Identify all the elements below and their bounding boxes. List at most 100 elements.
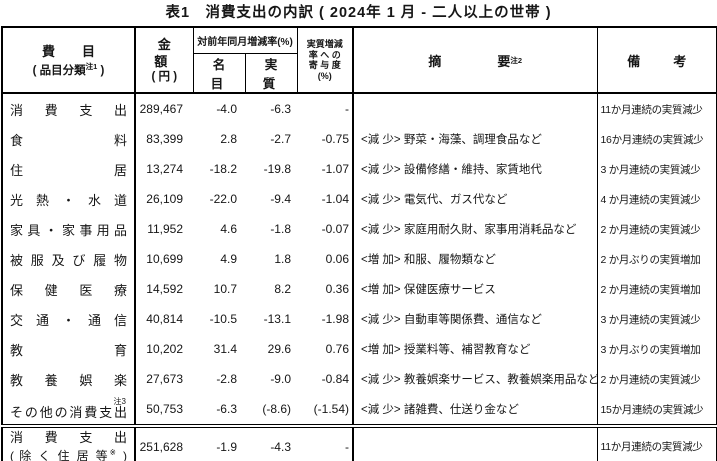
note-cell: 3 か月ぶりの実質増加	[600, 343, 701, 356]
item-name-cell: 消 費 支 出	[2, 92, 136, 124]
real-cell: (-8.6)	[262, 402, 291, 416]
amount-header-line1: 金 額	[154, 37, 198, 69]
remark-cell: <増 加> 授業料等、補習教育など	[353, 334, 598, 364]
row-culture: 教 養 娯 楽 27,673 -2.8 -9.0 -0.84 <減 少> 教養娯…	[2, 364, 717, 394]
real-cell: -13.1	[263, 312, 291, 326]
note2-superscript: 注2	[510, 55, 523, 65]
contribution-cell: -0.75	[297, 124, 354, 154]
note-cell: 16か月連続の実質減少	[600, 133, 704, 146]
real-cell: -1.8	[270, 222, 291, 236]
row-consumption: 消 費 支 出 289,467 -4.0 -6.3 - 11か月連続の実質減少	[2, 92, 717, 124]
nominal-cell: -6.3	[216, 402, 237, 416]
contribution-cell: -0.84	[297, 364, 354, 394]
kome-superscript: ※	[109, 447, 118, 457]
item-header-line2: ( 品目分類注1 )	[32, 61, 105, 77]
nominal-cell: 2.8	[220, 132, 237, 146]
real-cell: 1.8	[274, 252, 291, 266]
amount-cell: 11,952	[147, 222, 183, 236]
row-transport: 交 通 ・ 通 信 40,814 -10.5 -13.1 -1.98 <減 少>…	[2, 304, 717, 334]
remark-cell: <増 加> 保健医療サービス	[353, 274, 598, 304]
amount-cell: 27,673	[146, 372, 183, 386]
column-header-amount: 金 額 ( 円 )	[134, 26, 198, 94]
contribution-cell: (-1.54)	[297, 394, 354, 426]
nominal-cell: -10.5	[209, 312, 237, 326]
note-cell: 2 か月連続の実質増加	[600, 283, 701, 296]
note-cell: 2 か月連続の実質減少	[600, 373, 701, 386]
real-cell: 29.6	[267, 342, 291, 356]
contribution-cell: -1.98	[297, 304, 354, 334]
remark-cell: <減 少> 自動車等関係費、通信など	[353, 304, 598, 334]
nominal-cell: -22.0	[209, 192, 237, 206]
row-education: 教 育 10,202 31.4 29.6 0.76 <増 加> 授業料等、補習教…	[2, 334, 717, 364]
amount-header-line2: ( 円 )	[151, 71, 178, 83]
nominal-cell: -2.8	[216, 372, 237, 386]
item-name-cell: 被 服 及 び 履 物	[2, 244, 136, 274]
remark-cell: <減 少> 野菜・海藻、調理食品など	[353, 124, 598, 154]
item-name-cell: 消 費 支 出 ( 除 く 住 居 等※ )	[2, 424, 136, 461]
row-total-excl-housing: 消 費 支 出 ( 除 く 住 居 等※ ) 251,628 -1.9 -4.3…	[2, 424, 717, 461]
contribution-cell: -	[297, 424, 354, 461]
real-cell: -2.7	[270, 132, 291, 146]
row-furniture: 家 具 ・ 家 事 用 品 11,952 4.6 -1.8 -0.07 <減 少…	[2, 214, 717, 244]
item-name-cell: 注3 その他の消費支出	[2, 394, 136, 426]
note-cell: 3 か月連続の実質減少	[600, 163, 701, 176]
real-cell: -9.0	[270, 372, 291, 386]
contribution-cell: 0.36	[297, 274, 354, 304]
row-food: 食 料 83,399 2.8 -2.7 -0.75 <減 少> 野菜・海藻、調理…	[2, 124, 717, 154]
amount-cell: 50,753	[146, 402, 183, 416]
note1-superscript: 注1	[85, 61, 98, 71]
item-name-cell: 教 養 娯 楽	[2, 364, 136, 394]
column-header-item: 費 目 ( 品目分類注1 )	[1, 26, 136, 94]
amount-cell: 13,274	[146, 162, 183, 176]
real-cell: -6.3	[245, 92, 297, 124]
row-utilities: 光 熱 ・ 水 道 26,109 -22.0 -9.4 -1.04 <減 少> …	[2, 184, 717, 214]
nominal-cell: -1.9	[193, 424, 245, 461]
amount-cell: 83,399	[146, 132, 183, 146]
amount-cell: 251,628	[135, 424, 193, 461]
note-cell: 2 か月ぶりの実質増加	[600, 253, 701, 266]
note-cell: 15か月連続の実質減少	[600, 403, 704, 416]
nominal-cell: 4.9	[220, 252, 237, 266]
nominal-cell: 4.6	[220, 222, 237, 236]
amount-cell: 14,592	[146, 282, 183, 296]
note-cell: 2 か月連続の実質減少	[600, 223, 701, 236]
item-name-cell: 住 居	[2, 154, 136, 184]
amount-cell: 289,467	[135, 92, 193, 124]
nominal-cell: 10.7	[213, 282, 237, 296]
column-header-contribution: 実質増減 率 へ の 寄 与 度 (%)	[296, 26, 354, 94]
amount-cell: 10,699	[146, 252, 183, 266]
item-name-cell: 光 熱 ・ 水 道	[2, 184, 136, 214]
real-cell: -19.8	[263, 162, 291, 176]
note-cell: 4 か月連続の実質減少	[600, 193, 701, 206]
remark-cell	[353, 92, 598, 124]
amount-cell: 40,814	[146, 312, 183, 326]
row-clothing: 被 服 及 び 履 物 10,699 4.9 1.8 0.06 <増 加> 和服…	[2, 244, 717, 274]
item-name-cell: 食 料	[2, 124, 136, 154]
nominal-cell: 31.4	[213, 342, 237, 356]
remark-cell	[353, 424, 598, 461]
contribution-cell: 0.76	[297, 334, 354, 364]
item-header-line1: 費 目	[41, 43, 102, 59]
table-header: 費 目 ( 品目分類注1 ) 金 額 ( 円 ) 対前年同月増減率(%) 実質増…	[1, 26, 717, 94]
real-cell: 8.2	[274, 282, 291, 296]
table-body: 消 費 支 出 289,467 -4.0 -6.3 - 11か月連続の実質減少 …	[2, 92, 717, 461]
amount-cell: 10,202	[146, 342, 183, 356]
note-cell: 3 か月連続の実質減少	[600, 313, 701, 326]
remark-cell: <減 少> 教養娯楽サービス、教養娯楽用品など	[353, 364, 598, 394]
item-name-cell: 交 通 ・ 通 信	[2, 304, 136, 334]
column-header-nominal: 名 目	[192, 53, 246, 94]
row-medical: 保 健 医 療 14,592 10.7 8.2 0.36 <増 加> 保健医療サ…	[2, 274, 717, 304]
nominal-cell: -4.0	[193, 92, 245, 124]
contribution-cell: 0.06	[297, 244, 354, 274]
amount-cell: 26,109	[146, 192, 183, 206]
note-cell: 11か月連続の実質減少	[597, 92, 717, 124]
column-header-remarks: 摘要注2	[352, 26, 598, 94]
remark-cell: <減 少> 諸雑費、仕送り金など	[353, 394, 598, 426]
real-cell: -4.3	[245, 424, 297, 461]
remark-cell: <減 少> 電気代、ガス代など	[353, 184, 598, 214]
item-name-cell: 教 育	[2, 334, 136, 364]
row-housing: 住 居 13,274 -18.2 -19.8 -1.07 <減 少> 設備修繕・…	[2, 154, 717, 184]
nominal-cell: -18.2	[209, 162, 237, 176]
remark-cell: <減 少> 家庭用耐久財、家事用消耗品など	[353, 214, 598, 244]
